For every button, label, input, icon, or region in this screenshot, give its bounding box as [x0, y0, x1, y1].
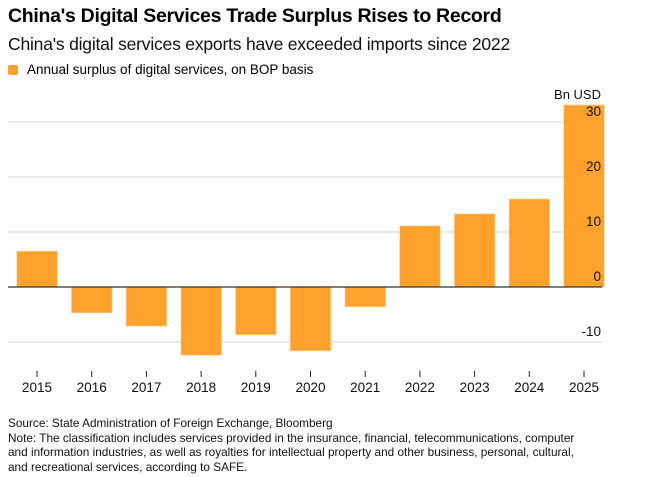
- x-tick-label: 2020: [295, 380, 325, 395]
- bars: [16, 104, 605, 356]
- bar-2021: [344, 286, 386, 308]
- bar-2016: [71, 286, 113, 314]
- x-tick-label: 2017: [131, 380, 161, 395]
- x-tick-label: 2016: [77, 380, 107, 395]
- legend-swatch: [8, 64, 18, 75]
- bar-2025: [563, 104, 605, 288]
- x-tick-label: 2025: [569, 380, 599, 395]
- bar-2022: [399, 225, 441, 288]
- bar-2017: [125, 286, 167, 327]
- note-line: and information industries, as well as r…: [8, 445, 574, 459]
- x-tick-label: 2023: [460, 380, 490, 395]
- x-tick-label: 2022: [405, 380, 435, 395]
- x-tick-label: 2019: [241, 380, 271, 395]
- x-tick-label: 2015: [22, 380, 52, 395]
- y-tick-label: 0: [593, 269, 601, 284]
- x-tick-label: 2021: [350, 380, 380, 395]
- y-tick-labels: -10 0 10 20 30: [581, 104, 601, 339]
- y-tick-label: -10: [581, 324, 601, 339]
- y-tick-label: 10: [586, 214, 601, 229]
- x-tick-labels: 2015 2016 2017 2018 2019 2020 2021 2022 2023 2024…: [22, 371, 599, 395]
- note-line: Note: The classification includes servic…: [8, 430, 575, 445]
- legend-label: Annual surplus of digital services, on B…: [27, 62, 314, 77]
- bar-2019: [235, 286, 277, 336]
- x-tick-label: 2024: [514, 380, 545, 395]
- bar-2024: [508, 198, 550, 288]
- bar-2015: [16, 250, 58, 288]
- chart-footer: Source: State Administration of Foreign …: [8, 416, 638, 474]
- y-axis-unit-label: Bn USD: [554, 87, 601, 102]
- bar-2020: [289, 286, 332, 352]
- y-tick-label: 30: [586, 104, 601, 119]
- legend: Annual surplus of digital services, on B…: [8, 62, 313, 77]
- chart-subtitle: China's digital services exports have ex…: [8, 34, 511, 54]
- bar-2023: [454, 213, 496, 288]
- x-tick-label: 2018: [186, 380, 216, 395]
- y-tick-label: 20: [586, 159, 601, 174]
- note-line: and recreational services, according to …: [8, 459, 248, 474]
- chart-title: China's Digital Services Trade Surplus R…: [8, 5, 502, 27]
- source-text: Source: State Administration of Foreign …: [8, 416, 333, 430]
- bar-2018: [180, 286, 222, 356]
